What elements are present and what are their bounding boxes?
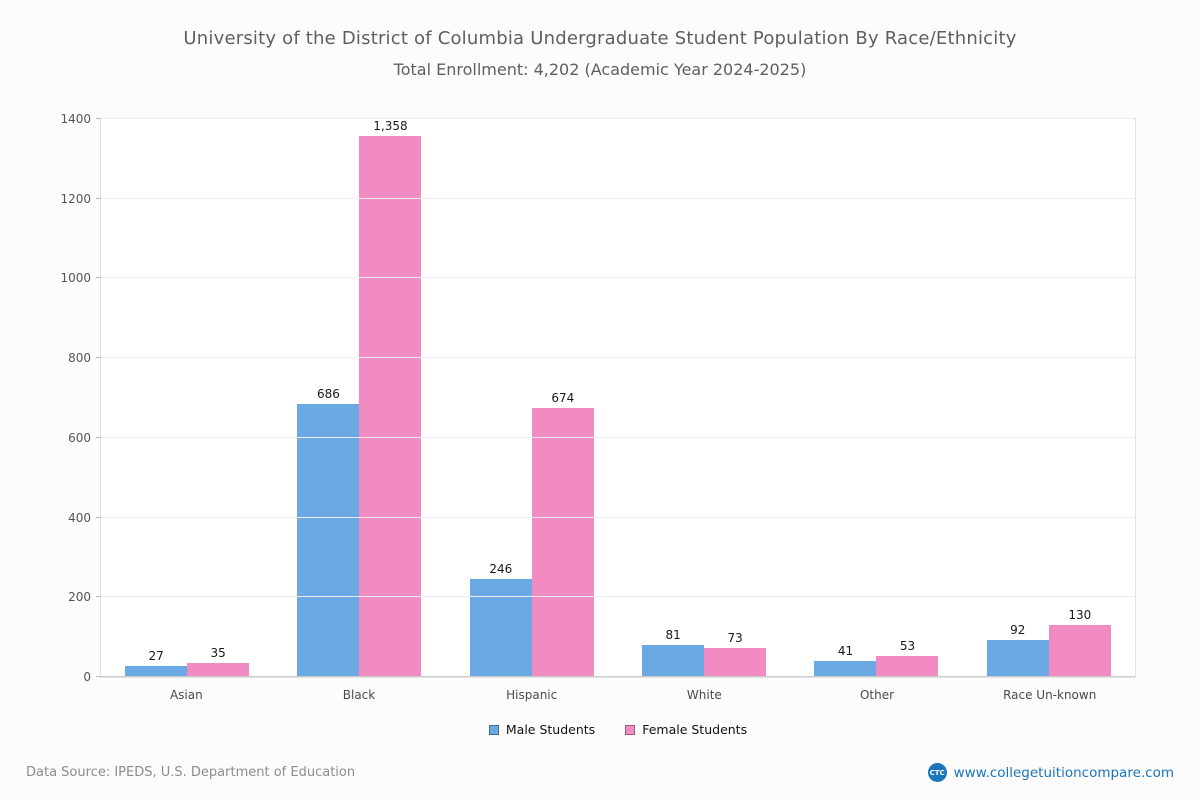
value-label-female-students-race-un-known: 130 — [1068, 608, 1092, 623]
chart-header: University of the District of Columbia U… — [0, 0, 1200, 79]
legend-item-female-students[interactable]: Female Students — [625, 722, 747, 737]
gridline-400 — [101, 516, 1135, 518]
bar-male-students-hispanic[interactable] — [469, 578, 532, 677]
y-tick-mark-1400 — [96, 118, 101, 119]
bar-group-black: 686 1,358 — [273, 119, 445, 677]
gridline-1000 — [101, 277, 1135, 279]
bar-male-students-black[interactable] — [297, 403, 360, 677]
website-url: www.collegetuitioncompare.com — [953, 764, 1174, 781]
bar-wrap-female-students-other: 53 — [876, 119, 939, 677]
bar-wrap-male-students-other: 41 — [814, 119, 877, 677]
bar-male-students-asian[interactable] — [125, 666, 188, 677]
legend: Male Students Female Students — [100, 722, 1136, 737]
y-tick-mark-600 — [96, 436, 101, 438]
bar-wrap-female-students-race-un-known: 130 — [1048, 119, 1111, 677]
x-axis-labels: Asian Black Hispanic White Other Race Un-know… — [100, 678, 1136, 702]
y-tick-mark-1000 — [96, 277, 101, 279]
value-label-male-students-white: 81 — [665, 627, 681, 642]
value-label-female-students-asian: 35 — [210, 646, 226, 661]
legend-item-male-students[interactable]: Male Students — [488, 722, 596, 737]
legend-marker-icon — [488, 724, 499, 735]
x-label-asian: Asian — [169, 688, 203, 702]
y-tick-mark-400 — [96, 516, 101, 518]
bar-wrap-female-students-black: 1,358 — [359, 119, 422, 677]
footer: Data Source: IPEDS, U.S. Department of E… — [0, 763, 1200, 782]
bar-female-students-white[interactable] — [704, 647, 767, 677]
ctc-logo-icon: CTC — [927, 763, 947, 782]
y-tick-mark-0 — [96, 676, 101, 677]
legend-label: Female Students — [642, 722, 748, 737]
value-label-male-students-black: 686 — [317, 386, 340, 401]
bar-female-students-hispanic[interactable] — [531, 408, 594, 677]
x-label-race-un-known: Race Un-known — [1003, 688, 1097, 702]
bar-group-race-un-known: 92 130 — [963, 119, 1135, 677]
y-tick-label-0: 0 — [83, 670, 91, 684]
bar-wrap-female-students-hispanic: 674 — [531, 119, 594, 677]
legend-label: Male Students — [505, 722, 596, 737]
bar-wrap-female-students-asian: 35 — [187, 119, 250, 677]
bar-chart: 27 35 686 1,358 246 674 81 73 41 53 92 130 0 200 400 6… — [60, 112, 1136, 737]
gridline-0 — [101, 676, 1135, 677]
y-tick-label-1400: 1400 — [60, 112, 91, 126]
value-label-female-students-other: 53 — [899, 638, 916, 653]
website-link[interactable]: CTC www.collegetuitioncompare.com — [927, 763, 1174, 782]
bar-wrap-male-students-race-un-known: 92 — [986, 119, 1049, 677]
bar-group-other: 41 53 — [790, 119, 962, 677]
bar-wrap-male-students-white: 81 — [642, 119, 705, 677]
gridline-200 — [101, 596, 1135, 598]
bar-male-students-other[interactable] — [814, 660, 877, 677]
value-label-male-students-other: 41 — [837, 643, 854, 658]
value-label-male-students-hispanic: 246 — [489, 561, 513, 576]
y-tick-label-400: 400 — [68, 510, 91, 525]
bar-wrap-male-students-asian: 27 — [125, 119, 188, 677]
chart-subtitle: Total Enrollment: 4,202 (Academic Year 2… — [393, 60, 807, 79]
value-label-male-students-asian: 27 — [148, 649, 164, 664]
x-label-black: Black — [342, 688, 376, 702]
chart-title: University of the District of Columbia U… — [183, 28, 1017, 49]
gridline-1200 — [101, 197, 1135, 199]
bar-female-students-other[interactable] — [876, 655, 939, 677]
gridline-800 — [101, 357, 1135, 359]
value-label-female-students-white: 73 — [727, 630, 743, 645]
bar-groups: 27 35 686 1,358 246 674 81 73 41 53 92 130 — [101, 119, 1135, 677]
y-tick-label-1000: 1000 — [60, 271, 91, 286]
value-label-female-students-black: 1,358 — [373, 119, 408, 133]
y-tick-mark-800 — [96, 357, 101, 359]
y-tick-mark-200 — [96, 596, 101, 598]
bar-group-asian: 27 35 — [101, 119, 273, 677]
y-tick-label-200: 200 — [68, 590, 91, 605]
gridline-600 — [101, 436, 1135, 438]
bar-male-students-race-un-known[interactable] — [986, 640, 1049, 677]
x-label-hispanic: Hispanic — [506, 688, 558, 702]
bar-group-white: 81 73 — [618, 119, 790, 677]
y-tick-mark-1200 — [96, 197, 101, 199]
legend-marker-icon — [625, 724, 636, 735]
bar-female-students-black[interactable] — [359, 136, 422, 677]
bar-female-students-asian[interactable] — [187, 663, 250, 677]
value-label-male-students-race-un-known: 92 — [1010, 623, 1026, 638]
y-tick-label-1200: 1200 — [60, 191, 91, 206]
bar-wrap-male-students-hispanic: 246 — [469, 119, 532, 677]
y-tick-label-800: 800 — [68, 351, 91, 366]
x-label-other: Other — [859, 688, 895, 702]
gridline-1400 — [101, 118, 1135, 119]
y-tick-label-600: 600 — [68, 430, 91, 445]
bar-male-students-white[interactable] — [642, 644, 705, 677]
plot-area: 27 35 686 1,358 246 674 81 73 41 53 92 130 0 200 400 6… — [60, 112, 1136, 684]
bar-wrap-male-students-black: 686 — [297, 119, 360, 677]
bar-group-hispanic: 246 674 — [446, 119, 618, 677]
x-label-white: White — [686, 688, 722, 702]
bar-wrap-female-students-white: 73 — [704, 119, 767, 677]
data-source-text: Data Source: IPEDS, U.S. Department of E… — [26, 765, 356, 780]
bar-female-students-race-un-known[interactable] — [1048, 625, 1111, 677]
value-label-female-students-hispanic: 674 — [551, 391, 575, 406]
